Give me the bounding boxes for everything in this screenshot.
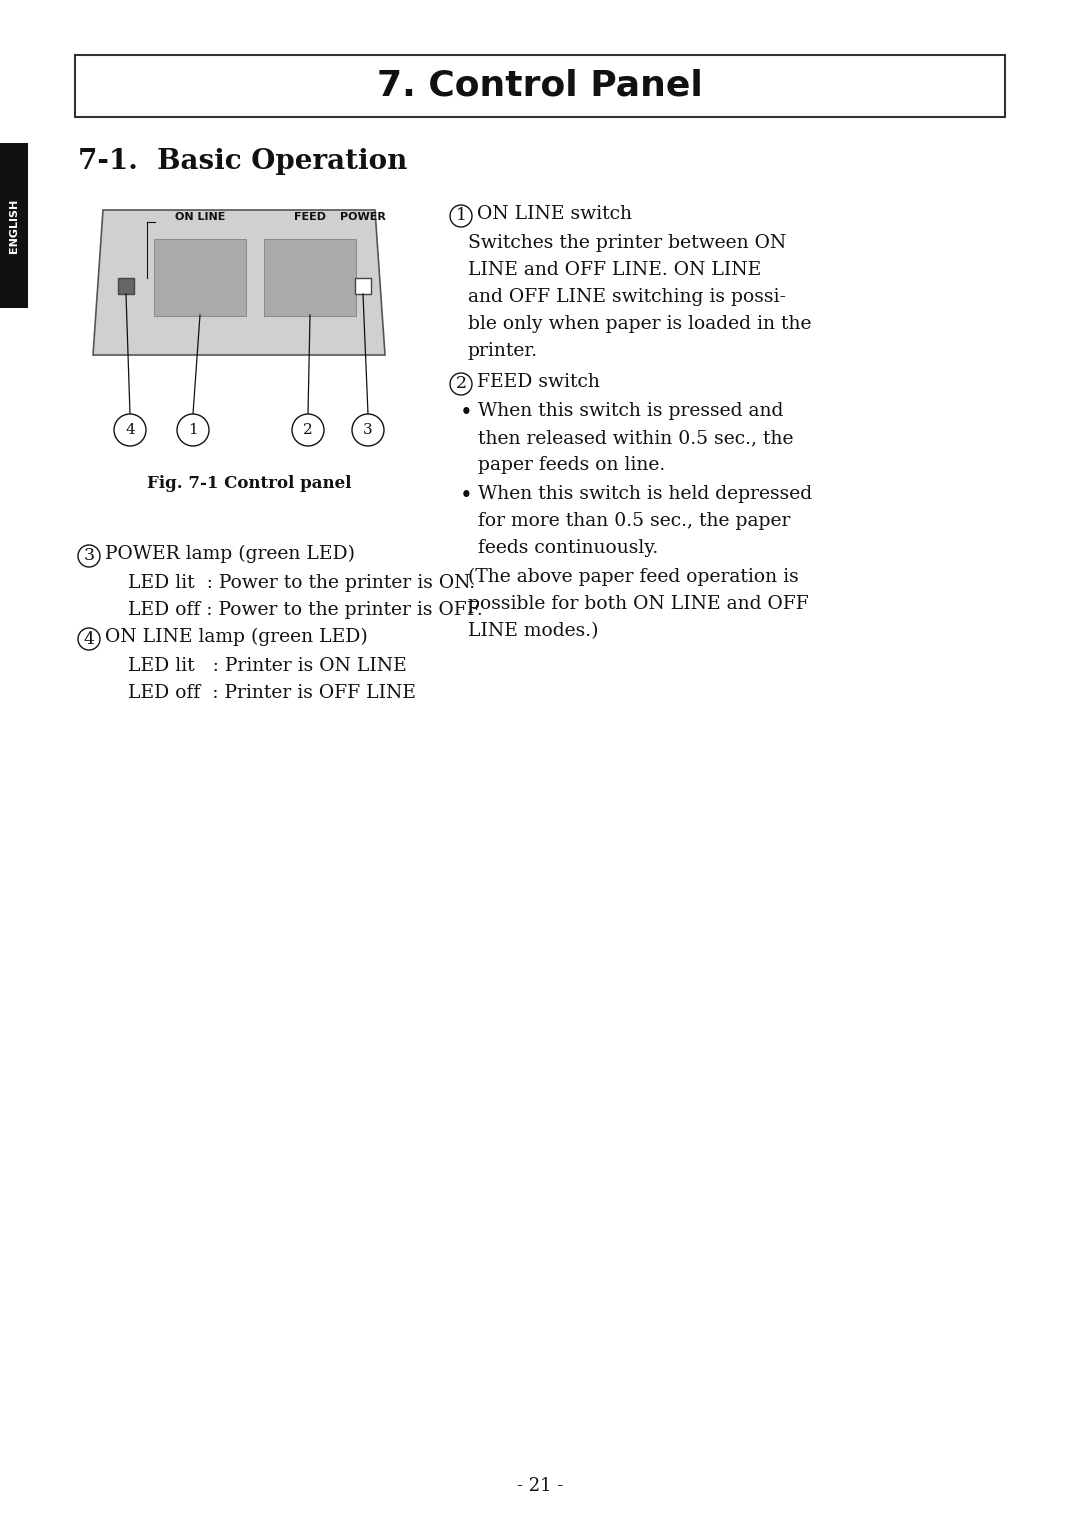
Text: 4: 4	[83, 630, 95, 647]
Polygon shape	[93, 210, 384, 356]
Text: Fig. 7-1 Control panel: Fig. 7-1 Control panel	[147, 475, 351, 492]
Text: LED lit   : Printer is ON LINE: LED lit : Printer is ON LINE	[129, 658, 407, 675]
FancyBboxPatch shape	[75, 55, 1005, 117]
Circle shape	[78, 629, 100, 650]
Circle shape	[114, 414, 146, 446]
Circle shape	[352, 414, 384, 446]
Circle shape	[450, 205, 472, 227]
Circle shape	[78, 546, 100, 567]
Text: 4: 4	[125, 423, 135, 437]
Text: 2: 2	[456, 376, 467, 392]
Text: •: •	[460, 484, 473, 507]
Text: When this switch is pressed and: When this switch is pressed and	[478, 402, 783, 420]
Text: 3: 3	[363, 423, 373, 437]
Text: POWER lamp (green LED): POWER lamp (green LED)	[105, 546, 355, 563]
Text: LED lit  : Power to the printer is ON.: LED lit : Power to the printer is ON.	[129, 573, 475, 592]
Text: Switches the printer between ON: Switches the printer between ON	[468, 235, 786, 251]
Text: - 21 -: - 21 -	[517, 1476, 563, 1495]
Text: LINE modes.): LINE modes.)	[468, 622, 598, 639]
Text: 2: 2	[303, 423, 313, 437]
Text: LINE and OFF LINE. ON LINE: LINE and OFF LINE. ON LINE	[468, 261, 761, 279]
FancyBboxPatch shape	[0, 143, 28, 308]
Text: ble only when paper is loaded in the: ble only when paper is loaded in the	[468, 314, 811, 333]
Text: and OFF LINE switching is possi-: and OFF LINE switching is possi-	[468, 288, 786, 307]
Text: •: •	[460, 402, 473, 425]
Text: When this switch is held depressed: When this switch is held depressed	[478, 484, 812, 503]
Text: for more than 0.5 sec., the paper: for more than 0.5 sec., the paper	[478, 512, 791, 530]
Text: FEED switch: FEED switch	[477, 373, 599, 391]
Text: (The above paper feed operation is: (The above paper feed operation is	[468, 569, 799, 586]
Circle shape	[450, 373, 472, 396]
Text: 7. Control Panel: 7. Control Panel	[377, 69, 703, 103]
Text: ON LINE switch: ON LINE switch	[477, 205, 632, 222]
Text: possible for both ON LINE and OFF: possible for both ON LINE and OFF	[468, 595, 809, 613]
Text: FEED: FEED	[294, 212, 326, 222]
Text: 1: 1	[188, 423, 198, 437]
Text: 7-1.  Basic Operation: 7-1. Basic Operation	[78, 149, 407, 175]
FancyBboxPatch shape	[264, 239, 356, 316]
FancyBboxPatch shape	[355, 277, 372, 294]
Text: printer.: printer.	[468, 342, 538, 360]
Circle shape	[177, 414, 210, 446]
Text: LED off : Power to the printer is OFF.: LED off : Power to the printer is OFF.	[129, 601, 483, 619]
Text: LED off  : Printer is OFF LINE: LED off : Printer is OFF LINE	[129, 684, 416, 702]
FancyBboxPatch shape	[154, 239, 246, 316]
Circle shape	[292, 414, 324, 446]
Text: ENGLISH: ENGLISH	[9, 198, 19, 253]
Text: ON LINE lamp (green LED): ON LINE lamp (green LED)	[105, 629, 368, 647]
Text: paper feeds on line.: paper feeds on line.	[478, 455, 665, 474]
Text: 3: 3	[83, 547, 95, 564]
Text: feeds continuously.: feeds continuously.	[478, 540, 658, 556]
Text: ON LINE: ON LINE	[175, 212, 226, 222]
Text: then released within 0.5 sec., the: then released within 0.5 sec., the	[478, 429, 794, 448]
FancyBboxPatch shape	[118, 277, 134, 294]
Text: POWER: POWER	[340, 212, 386, 222]
Text: 1: 1	[456, 207, 467, 224]
